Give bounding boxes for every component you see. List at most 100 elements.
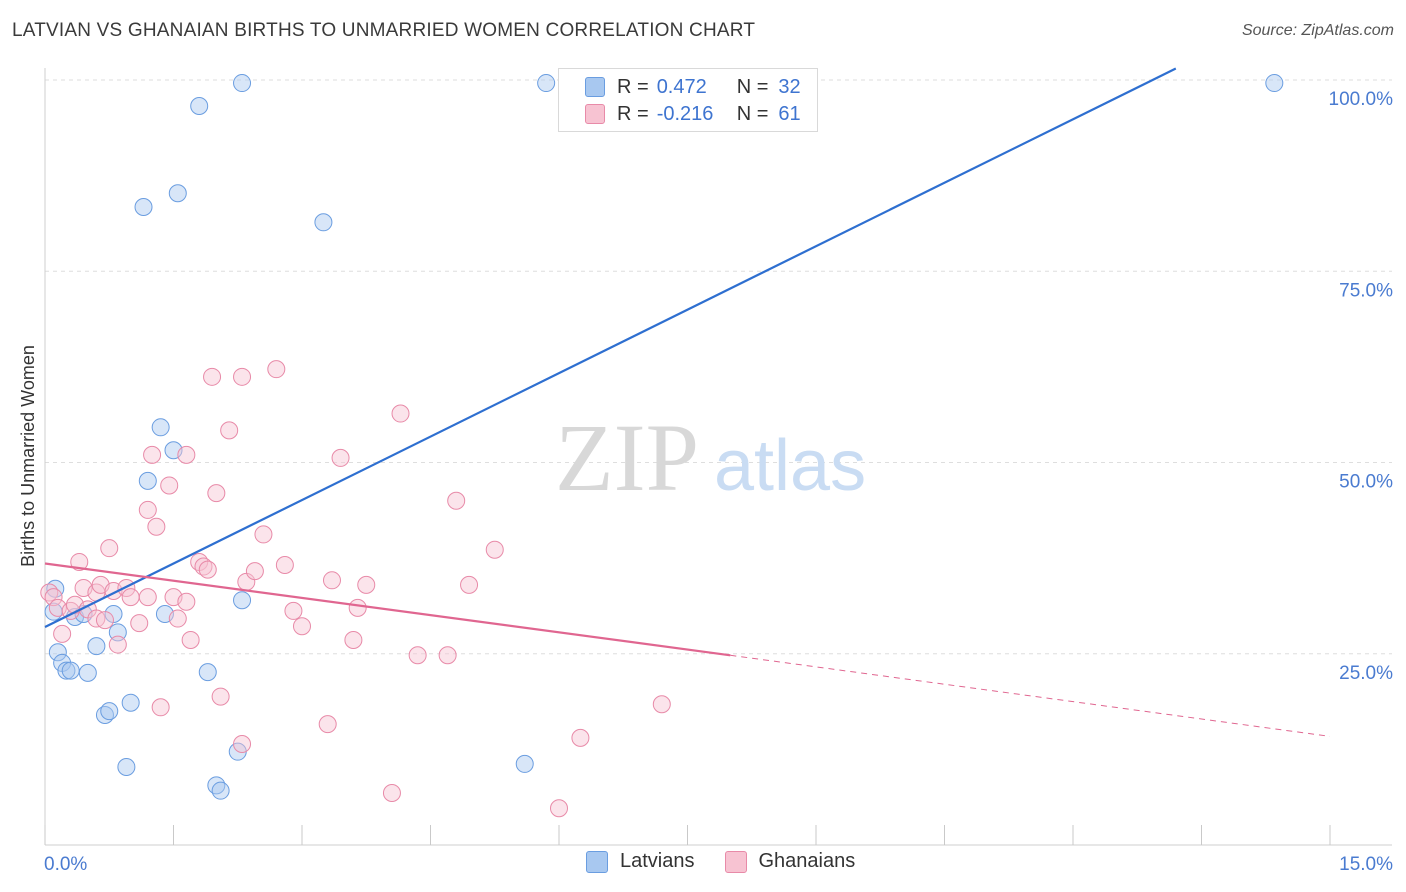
source-label: Source: ZipAtlas.com: [1241, 22, 1394, 39]
x-tick-label-min: 0.0%: [44, 854, 87, 875]
ghanaians-swatch: [585, 104, 605, 124]
ghanaians-point: [485, 540, 504, 559]
latvians-point: [190, 97, 209, 116]
ghanaians-point: [348, 598, 367, 617]
ghanaians-point: [318, 715, 337, 734]
latvians-point: [57, 661, 76, 680]
latvians-point: [48, 643, 67, 662]
latvians-point: [100, 702, 119, 721]
ghanaians-point: [203, 367, 222, 386]
ghanaians-trend-extension: [730, 654, 1331, 737]
latvians-legend-swatch: [586, 850, 608, 873]
latvians-point: [78, 663, 97, 682]
latvians-point: [108, 623, 127, 642]
ghanaians-point: [357, 575, 376, 594]
ghanaians-point: [143, 445, 162, 464]
ghanaians-point: [177, 445, 196, 464]
latvians-point: [515, 754, 534, 773]
latvians-point: [314, 213, 333, 232]
latvians-point: [117, 757, 136, 776]
legend-item-latvians[interactable]: Latvians: [586, 850, 695, 873]
ghanaians-point: [138, 588, 157, 607]
ghanaians-point: [284, 601, 303, 620]
latvians-point: [121, 693, 140, 712]
ghanaians-point: [233, 367, 252, 386]
ghanaians-point: [168, 609, 187, 628]
ghanaians-n-label: N =: [736, 102, 769, 125]
latvians-point: [537, 74, 556, 93]
latvians-point: [168, 184, 187, 203]
ghanaians-point: [382, 783, 401, 802]
latvians-point: [233, 591, 252, 610]
ghanaians-point: [391, 404, 410, 423]
ghanaians-point: [147, 517, 166, 536]
latvians-point: [61, 661, 80, 680]
ghanaians-point: [293, 617, 311, 636]
y-tick-label: 100.0%: [1329, 89, 1394, 110]
ghanaians-point: [108, 635, 127, 654]
ghanaians-point: [151, 698, 170, 717]
latvians-point: [198, 663, 217, 682]
latvians-r-label: R =: [617, 75, 649, 98]
ghanaians-point: [177, 592, 196, 611]
legend-row-latvians: R = 0.472 N = 32: [585, 74, 801, 100]
latvians-n-value: 32: [778, 75, 801, 98]
stats-legend: R = 0.472 N = 32 R = -0.216 N = 61: [558, 68, 818, 132]
latvians-swatch: [585, 77, 605, 97]
ghanaians-point: [322, 571, 341, 590]
axes: [44, 68, 1392, 846]
legend-item-ghanaians[interactable]: Ghanaians: [724, 850, 856, 873]
ghanaians-trend-line: [44, 562, 731, 657]
watermark-zip: ZIP: [555, 404, 699, 511]
ghanaians-point: [95, 611, 114, 630]
ghanaians-point: [331, 448, 350, 467]
latvians-point: [1265, 74, 1284, 93]
tick-labels: 25.0% 50.0% 75.0% 100.0% 0.0% 15.0%: [44, 89, 1393, 875]
ghanaians-point: [408, 646, 427, 665]
ghanaians-point: [53, 624, 72, 643]
ghanaians-r-value: -0.216: [656, 102, 714, 125]
data-points: [40, 74, 1284, 818]
latvians-point: [233, 74, 252, 93]
ghanaians-point: [121, 588, 140, 607]
latvians-n-label: N =: [736, 75, 769, 98]
y-tick-label: 25.0%: [1339, 663, 1393, 684]
ghanaians-point: [160, 476, 179, 495]
latvians-point: [134, 197, 153, 216]
ghanaians-point: [207, 484, 226, 503]
latvians-point: [87, 637, 106, 656]
ghanaians-point: [198, 560, 217, 579]
x-tick-label-max: 15.0%: [1339, 854, 1393, 875]
ghanaians-point: [254, 525, 273, 544]
ghanaians-point: [571, 728, 590, 747]
legend-row-ghanaians: R = -0.216 N = 61: [585, 101, 801, 127]
y-tick-label: 50.0%: [1339, 472, 1393, 493]
ghanaians-point: [245, 562, 264, 581]
y-tick-label: 75.0%: [1339, 280, 1393, 301]
ghanaians-point: [100, 539, 119, 558]
trend-lines: [44, 67, 1331, 737]
ghanaians-point: [344, 630, 363, 649]
ghanaians-point: [447, 491, 466, 510]
ghanaians-point: [652, 695, 671, 714]
ghanaians-legend-swatch: [724, 850, 747, 873]
ghanaians-point: [550, 799, 568, 818]
ghanaians-legend-label: Ghanaians: [758, 850, 856, 872]
ghanaians-point: [211, 687, 230, 706]
chart-title: LATVIAN VS GHANAIAN BIRTHS TO UNMARRIED …: [12, 20, 756, 41]
watermark-atlas: atlas: [714, 426, 866, 506]
latvians-legend-label: Latvians: [620, 850, 695, 872]
latvians-r-value: 0.472: [656, 75, 707, 98]
latvians-point: [151, 418, 170, 437]
latvians-trend-line: [44, 67, 1177, 628]
ghanaians-point: [181, 630, 200, 649]
ghanaians-point: [438, 646, 457, 665]
ghanaians-point: [130, 614, 149, 633]
ghanaians-r-label: R =: [617, 102, 649, 125]
ghanaians-point: [460, 575, 479, 594]
latvians-point: [138, 471, 157, 490]
series-legend: Latvians Ghanaians: [586, 850, 885, 873]
latvians-point: [211, 781, 230, 800]
ghanaians-point: [220, 421, 239, 440]
